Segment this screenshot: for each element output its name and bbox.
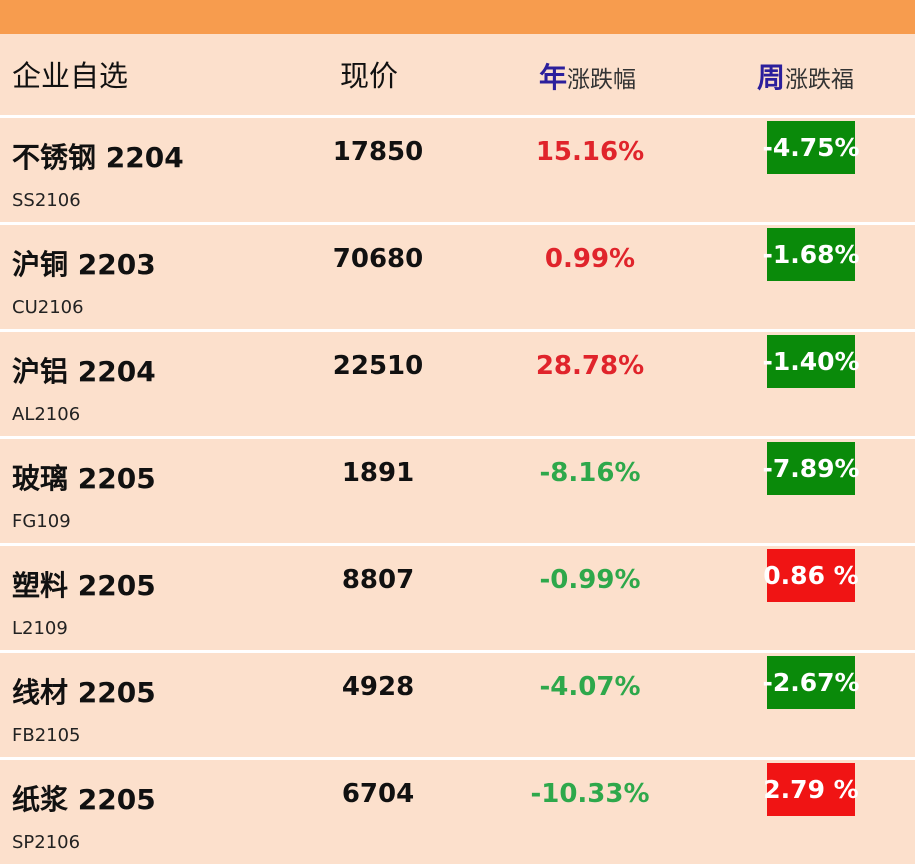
- current-price: 6704: [341, 779, 415, 809]
- current-price: 1891: [341, 458, 415, 488]
- week-change-badge: -7.89%: [762, 442, 860, 495]
- table-row[interactable]: 纸浆 2205 SP2106 6704 -10.33% 2.79 %: [0, 760, 915, 867]
- year-change: -4.07%: [539, 672, 641, 702]
- header-price: 现价: [340, 59, 399, 93]
- contract-code: AL2106: [12, 404, 81, 425]
- contract-name: 沪铜 2203: [12, 248, 156, 281]
- contract-code: SS2106: [12, 190, 81, 211]
- header-week-prefix: 周: [757, 61, 786, 94]
- current-price: 17850: [332, 137, 424, 167]
- current-price: 8807: [341, 565, 415, 595]
- header-name: 企业自选: [12, 59, 129, 93]
- year-change: 0.99%: [544, 244, 636, 274]
- header-year-prefix: 年: [539, 61, 568, 94]
- week-change-badge: 0.86 %: [763, 549, 859, 602]
- table-header: 企业自选 现价 年涨跌幅 周涨跌福: [0, 36, 915, 118]
- contract-code: CU2106: [12, 297, 84, 318]
- contract-name: 沪铝 2204: [12, 355, 156, 388]
- header-week-suffix: 涨跌福: [785, 67, 855, 93]
- year-change: -0.99%: [539, 565, 641, 595]
- table-row[interactable]: 线材 2205 FB2105 4928 -4.07% -2.67%: [0, 653, 915, 760]
- contract-name: 线材 2205: [12, 676, 156, 709]
- header-year-suffix: 涨跌幅: [567, 67, 637, 93]
- year-change: -10.33%: [530, 779, 650, 809]
- contract-name: 塑料 2205: [12, 569, 156, 602]
- contract-name: 玻璃 2205: [12, 462, 156, 495]
- table-row[interactable]: 沪铜 2203 CU2106 70680 0.99% -1.68%: [0, 225, 915, 332]
- week-change-badge: -2.67%: [762, 656, 860, 709]
- contract-code: SP2106: [12, 832, 81, 853]
- week-change-badge: -1.68%: [762, 228, 860, 281]
- current-price: 70680: [332, 244, 424, 274]
- header-week-change: 周涨跌福: [757, 56, 854, 96]
- contract-code: FG109: [12, 511, 71, 532]
- week-change-badge: -1.40%: [762, 335, 860, 388]
- week-change-badge: 2.79 %: [763, 763, 859, 816]
- year-change: -8.16%: [539, 458, 641, 488]
- table-row[interactable]: 塑料 2205 L2109 8807 -0.99% 0.86 %: [0, 546, 915, 653]
- year-change: 15.16%: [535, 137, 645, 167]
- contract-name: 不锈钢 2204: [12, 141, 184, 174]
- table-row[interactable]: 玻璃 2205 FG109 1891 -8.16% -7.89%: [0, 439, 915, 546]
- contract-code: L2109: [12, 618, 68, 639]
- current-price: 4928: [341, 672, 415, 702]
- contract-code: FB2105: [12, 725, 81, 746]
- table-row[interactable]: 不锈钢 2204 SS2106 17850 15.16% -4.75%: [0, 118, 915, 225]
- top-banner: [0, 0, 915, 34]
- year-change: 28.78%: [535, 351, 645, 381]
- header-year-change: 年涨跌幅: [539, 56, 636, 96]
- contract-name: 纸浆 2205: [12, 783, 156, 816]
- current-price: 22510: [332, 351, 424, 381]
- table-row[interactable]: 沪铝 2204 AL2106 22510 28.78% -1.40%: [0, 332, 915, 439]
- week-change-badge: -4.75%: [762, 121, 860, 174]
